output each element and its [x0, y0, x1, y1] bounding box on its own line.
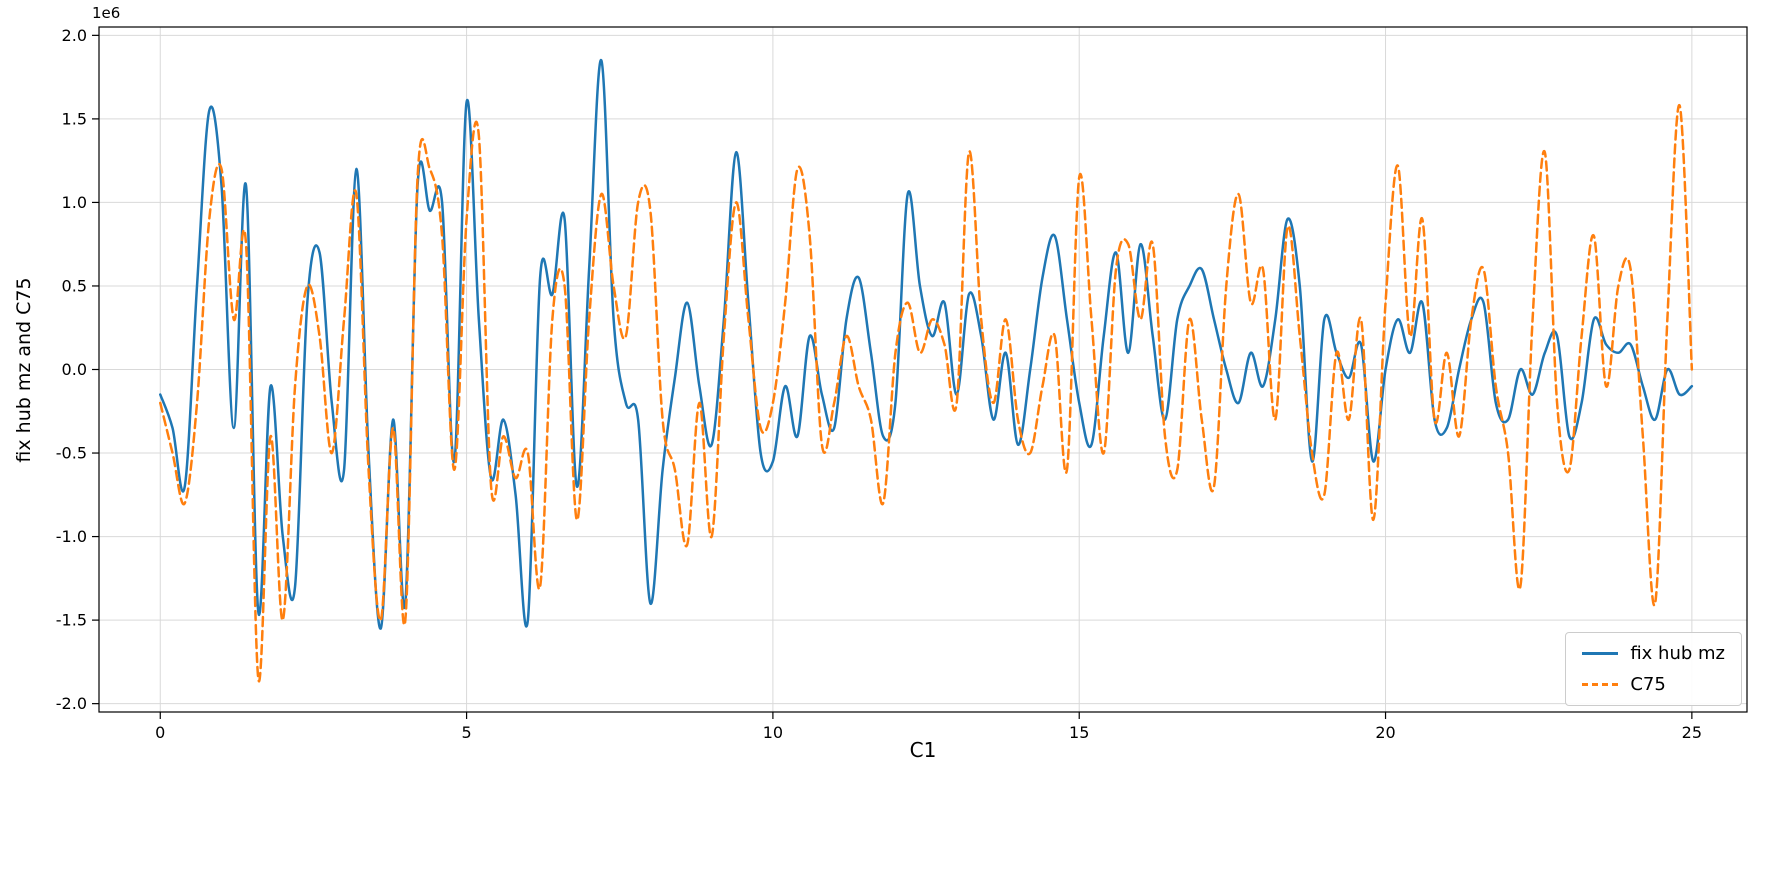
y-tick-label: -2.0 — [56, 694, 87, 713]
y-tick-label: -0.5 — [56, 444, 87, 463]
legend-item-fix-hub-mz: fix hub mz — [1582, 643, 1725, 664]
legend-line-sample-c75 — [1582, 683, 1619, 686]
y-axis-offset-label: 1e6 — [92, 4, 121, 22]
y-tick-label: 1.5 — [62, 109, 87, 128]
x-tick-label: 5 — [461, 723, 471, 742]
y-tick-label: 0.0 — [62, 360, 87, 379]
y-tick-label: 0.5 — [62, 276, 87, 295]
y-tick-label: 2.0 — [62, 26, 87, 45]
x-tick-label: 0 — [155, 723, 165, 742]
series-line-0 — [159, 59, 1694, 630]
legend-line-sample-fix-hub-mz — [1582, 652, 1619, 655]
x-tick-label: 15 — [1069, 723, 1089, 742]
series-line-1 — [159, 104, 1694, 683]
x-tick-label: 20 — [1375, 723, 1395, 742]
y-axis-label: fix hub mz and C75 — [13, 277, 35, 463]
y-tick-label: 1.0 — [62, 193, 87, 212]
x-tick-label: 10 — [763, 723, 783, 742]
x-tick-label: 25 — [1682, 723, 1702, 742]
y-tick-label: -1.5 — [56, 611, 87, 630]
x-axis-label: C1 — [909, 738, 937, 762]
legend-label-c75: C75 — [1630, 674, 1666, 695]
legend-label-fix-hub-mz: fix hub mz — [1630, 643, 1725, 664]
y-tick-label: -1.0 — [56, 527, 87, 546]
legend: fix hub mz C75 — [1565, 632, 1742, 706]
legend-item-c75: C75 — [1582, 674, 1725, 695]
